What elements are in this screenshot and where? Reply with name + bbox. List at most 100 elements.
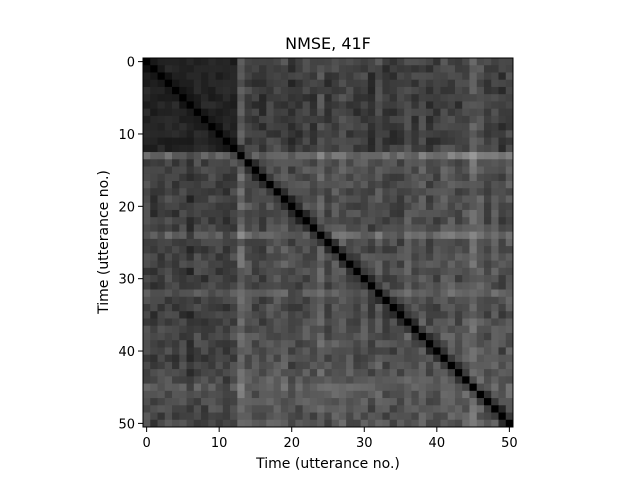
heatmap-cell <box>222 318 231 327</box>
heatmap-cell <box>476 86 485 95</box>
heatmap-cell <box>404 188 412 196</box>
heatmap-cell <box>157 65 166 73</box>
heatmap-cell <box>454 267 463 276</box>
heatmap-cell <box>498 354 507 363</box>
heatmap-cell <box>462 231 470 240</box>
heatmap-cell <box>425 224 434 233</box>
heatmap-cell <box>505 260 514 269</box>
heatmap-cell <box>237 260 245 269</box>
heatmap-cell <box>469 296 478 305</box>
heatmap-cell <box>418 405 427 413</box>
heatmap-cell <box>462 354 470 363</box>
heatmap-cell <box>418 181 427 189</box>
heatmap-cell <box>469 115 478 124</box>
heatmap-cell <box>186 398 195 406</box>
heatmap-cell <box>389 181 398 189</box>
heatmap-cell <box>230 340 238 348</box>
heatmap-cell <box>360 231 369 240</box>
heatmap-cell <box>143 58 151 66</box>
heatmap-cell <box>179 188 187 196</box>
heatmap-cell <box>367 86 376 95</box>
heatmap-cell <box>317 275 325 283</box>
heatmap-cell <box>273 86 282 95</box>
heatmap-cell <box>411 354 420 363</box>
heatmap-cell <box>215 101 224 110</box>
heatmap-cell <box>172 115 180 124</box>
heatmap-cell <box>498 166 507 175</box>
heatmap-cell <box>483 123 492 131</box>
heatmap-cell <box>273 217 282 225</box>
heatmap-cell <box>483 166 492 175</box>
heatmap-cell <box>382 383 391 392</box>
heatmap-cell <box>215 58 224 66</box>
heatmap-cell <box>425 390 434 399</box>
heatmap-cell <box>288 123 296 131</box>
heatmap-cell <box>179 137 187 146</box>
heatmap-cell <box>172 108 180 117</box>
heatmap-cell <box>469 152 478 160</box>
heatmap-cell <box>389 159 398 167</box>
heatmap-cell <box>288 166 296 175</box>
heatmap-cell <box>157 79 166 88</box>
heatmap-cell <box>215 325 224 334</box>
heatmap-cell <box>382 72 391 81</box>
heatmap-cell <box>476 376 485 384</box>
heatmap-cell <box>201 405 209 413</box>
heatmap-cell <box>353 405 362 413</box>
y-tick-label: 30 <box>118 273 135 288</box>
heatmap-cell <box>375 383 383 392</box>
heatmap-cell <box>447 152 456 160</box>
heatmap-cell <box>201 202 209 211</box>
y-tick-label: 0 <box>127 56 135 71</box>
heatmap-cell <box>237 188 245 196</box>
heatmap-cell <box>389 361 398 370</box>
heatmap-cell <box>164 72 173 81</box>
heatmap-cell <box>411 361 420 370</box>
heatmap-cell <box>346 296 354 305</box>
heatmap-cell <box>259 289 267 298</box>
heatmap-cell <box>418 332 427 341</box>
heatmap-cell <box>179 181 187 189</box>
heatmap-cell <box>324 260 333 269</box>
heatmap-cell <box>375 159 383 167</box>
heatmap-cell <box>425 347 434 356</box>
heatmap-cell <box>425 383 434 392</box>
heatmap-cell <box>425 267 434 276</box>
heatmap-cell <box>404 202 412 211</box>
heatmap-cell <box>469 130 478 138</box>
heatmap-cell <box>505 217 514 225</box>
heatmap-cell <box>491 159 499 167</box>
heatmap-cell <box>346 390 354 399</box>
heatmap-cell <box>237 101 245 110</box>
heatmap-cell <box>201 79 209 88</box>
heatmap-cell <box>483 354 492 363</box>
heatmap-cell <box>462 65 470 73</box>
heatmap-cell <box>469 159 478 167</box>
heatmap-cell <box>433 419 441 428</box>
heatmap-cell <box>288 412 296 421</box>
heatmap-cell <box>411 224 420 233</box>
heatmap-cell <box>237 325 245 334</box>
heatmap-cell <box>172 195 180 204</box>
heatmap-cell <box>186 289 195 298</box>
heatmap-cell <box>143 115 151 124</box>
heatmap-cell <box>447 332 456 341</box>
heatmap-cell <box>338 260 347 269</box>
heatmap-cell <box>462 246 470 254</box>
heatmap-cell <box>251 94 260 102</box>
heatmap-cell <box>440 419 449 428</box>
heatmap-cell <box>157 173 166 182</box>
heatmap-cell <box>389 137 398 146</box>
heatmap-cell <box>346 94 354 102</box>
heatmap-cell <box>331 166 340 175</box>
heatmap-cell <box>215 144 224 153</box>
heatmap-cell <box>201 86 209 95</box>
heatmap-cell <box>150 398 158 406</box>
heatmap-cell <box>266 58 274 66</box>
heatmap-cell <box>215 224 224 233</box>
heatmap-cell <box>193 238 202 247</box>
heatmap-cell <box>491 86 499 95</box>
heatmap-cell <box>309 369 318 377</box>
heatmap-cell <box>476 275 485 283</box>
heatmap-cell <box>447 209 456 218</box>
